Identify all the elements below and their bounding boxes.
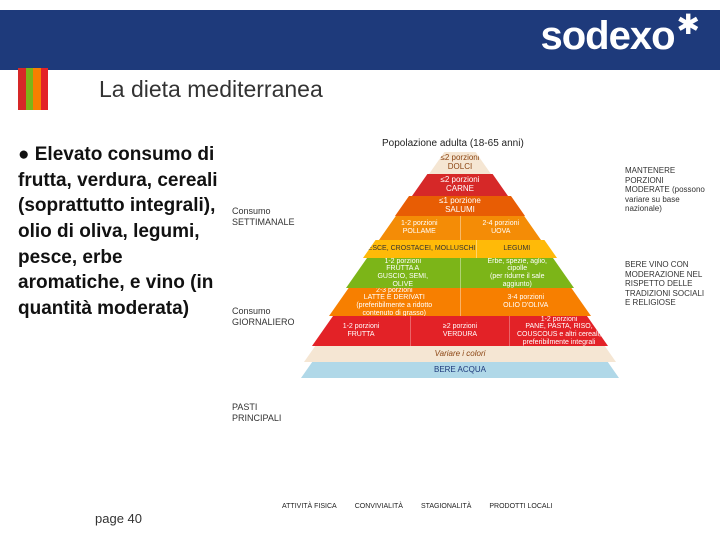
label-pasti: PASTIPRINCIPALI (232, 402, 302, 424)
logo-text: sodexo (540, 14, 674, 59)
page-number: page 40 (95, 511, 142, 526)
base-label: STAGIONALITÀ (421, 503, 471, 510)
pyramid-tier-9: BERE ACQUA (301, 362, 619, 378)
slide-title-wrap: La dieta mediterranea (95, 70, 335, 109)
pyramid-tiers: ≤2 porzioniDOLCI≤2 porzioniCARNE≤1 porzi… (300, 152, 620, 452)
color-stripes (18, 68, 48, 110)
label-vino: BERE VINO CON MODERAZIONE NEL RISPETTO D… (625, 260, 710, 308)
pyramid-tier-3: 1-2 porzioniPOLLAME2-4 porzioniUOVA (379, 216, 541, 240)
base-label: ATTIVITÀ FISICA (282, 503, 337, 510)
pyramid-tier-5: 1-2 porzioniFRUTTA AGUSCIO, SEMI,OLIVEEr… (346, 258, 574, 288)
bullet-text: ● Elevato consumo di frutta, verdura, ce… (18, 142, 232, 500)
label-mantenere: MANTENERE PORZIONI MODERATE (possono var… (625, 166, 710, 214)
pyramid-tier-8: Variare i colori (304, 346, 616, 362)
content-area: ● Elevato consumo di frutta, verdura, ce… (18, 142, 710, 500)
pyramid-tier-7: 1-2 porzioniFRUTTA≥2 porzioniVERDURA1-2 … (312, 316, 608, 346)
label-settimanale: ConsumoSETTIMANALE (232, 206, 302, 228)
sodexo-logo: sodexo ✱ (540, 14, 700, 59)
label-giornaliero: ConsumoGIORNALIERO (232, 306, 302, 328)
pyramid-tier-6: 2-3 porzioniLATTE E DERIVATI(preferibilm… (329, 288, 591, 316)
slide-title: La dieta mediterranea (99, 76, 323, 103)
header: La dieta mediterranea sodexo ✱ (0, 0, 720, 112)
pyramid-top-label: Popolazione adulta (18-65 anni) (382, 138, 524, 149)
pyramid-tier-1: ≤2 porzioniCARNE (412, 174, 508, 196)
pyramid-diagram: Popolazione adulta (18-65 anni) ConsumoS… (232, 142, 710, 500)
base-label: CONVIVIALITÀ (355, 503, 403, 510)
base-label: PRODOTTI LOCALI (489, 503, 552, 510)
logo-star-icon: ✱ (677, 8, 700, 41)
pyramid-base-labels: ATTIVITÀ FISICA CONVIVIALITÀ STAGIONALITÀ P… (282, 503, 710, 510)
pyramid-tier-4: PESCE, CROSTACEI, MOLLUSCHILEGUMI (363, 240, 557, 258)
pyramid-tier-0: ≤2 porzioniDOLCI (429, 152, 491, 174)
pyramid-tier-2: ≤1 porzioneSALUMI (395, 196, 525, 216)
